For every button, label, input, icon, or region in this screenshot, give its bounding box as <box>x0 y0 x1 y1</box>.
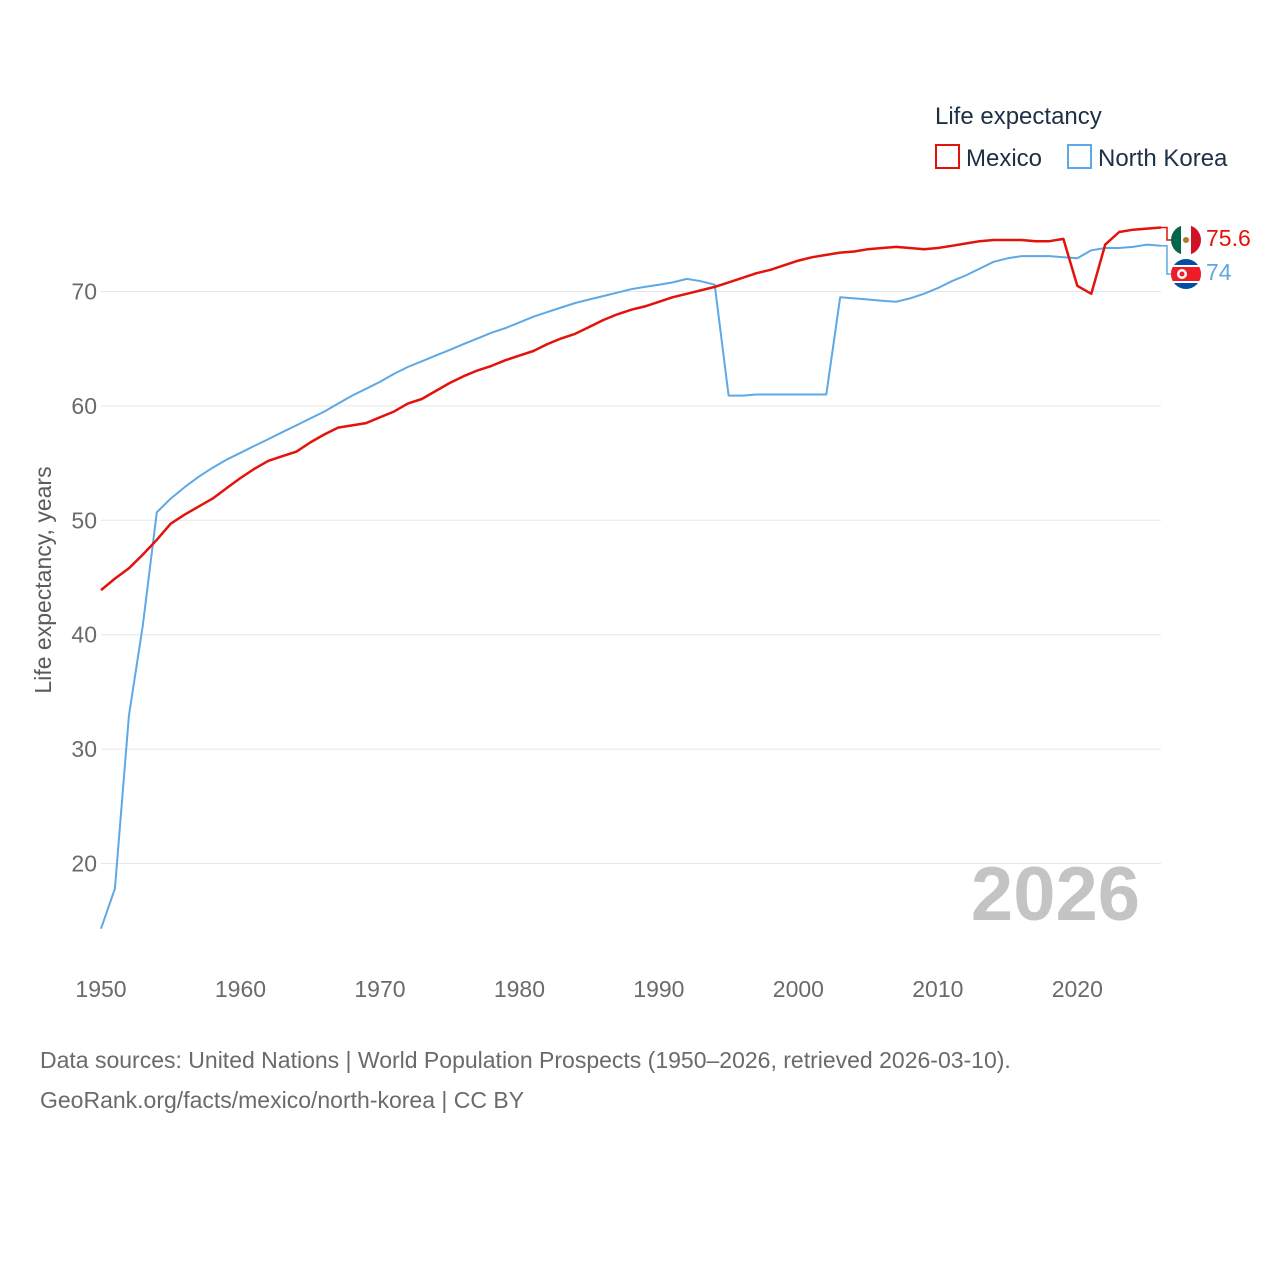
series-line-north-korea[interactable] <box>100 243 1162 930</box>
north-korea-flag-icon <box>1171 259 1201 289</box>
series-layer <box>100 226 1162 930</box>
y-tick-label: 20 <box>71 850 97 876</box>
series-line-mexico[interactable] <box>100 226 1162 592</box>
legend-item-north-korea[interactable]: North Korea <box>1067 144 1228 172</box>
legend-item-mexico[interactable]: Mexico <box>935 144 1042 172</box>
x-tick-label: 1970 <box>354 976 405 1002</box>
x-axis: 1950 1960 1970 1980 1990 2000 2010 2020 <box>75 976 1102 1002</box>
end-connector-north-korea <box>1161 245 1173 275</box>
legend-label-north-korea: North Korea <box>1098 145 1228 172</box>
y-axis-title: Life expectancy, years <box>30 466 56 693</box>
y-tick-label: 30 <box>71 736 97 762</box>
mexico-flag-icon <box>1171 225 1201 255</box>
grid-lines <box>101 291 1161 864</box>
end-label-mexico: 75.6 <box>1161 225 1251 255</box>
x-tick-label: 1980 <box>494 976 545 1002</box>
data-source-note: Data sources: United Nations | World Pop… <box>40 1047 1011 1073</box>
x-tick-label: 2000 <box>773 976 824 1002</box>
year-watermark: 2026 <box>971 852 1140 937</box>
attribution-link[interactable]: GeoRank.org/facts/mexico/north-korea | C… <box>40 1087 525 1113</box>
y-axis: 20 30 40 50 60 70 <box>71 279 97 877</box>
end-label-north-korea: 74 <box>1161 245 1232 289</box>
legend-swatch-mexico <box>935 144 960 169</box>
x-tick-label: 1950 <box>75 976 126 1002</box>
x-tick-label: 2020 <box>1052 976 1103 1002</box>
y-tick-label: 40 <box>71 622 97 648</box>
legend-swatch-north-korea <box>1067 144 1092 169</box>
line-chart: 20 30 40 50 60 70 1950 1960 1970 1980 1990 2000 201… <box>30 103 1251 1002</box>
legend-label-mexico: Mexico <box>966 145 1042 172</box>
x-tick-label: 1960 <box>215 976 266 1002</box>
y-tick-label: 60 <box>71 393 97 419</box>
x-tick-label: 2010 <box>912 976 963 1002</box>
y-tick-label: 50 <box>71 507 97 533</box>
legend-title: Life expectancy <box>935 103 1102 130</box>
end-value-north-korea: 74 <box>1206 259 1232 285</box>
end-connector-mexico <box>1161 226 1173 241</box>
y-tick-label: 70 <box>71 279 97 305</box>
x-tick-label: 1990 <box>633 976 684 1002</box>
end-value-mexico: 75.6 <box>1206 225 1251 251</box>
legend: Life expectancy Mexico North Korea <box>935 103 1228 172</box>
